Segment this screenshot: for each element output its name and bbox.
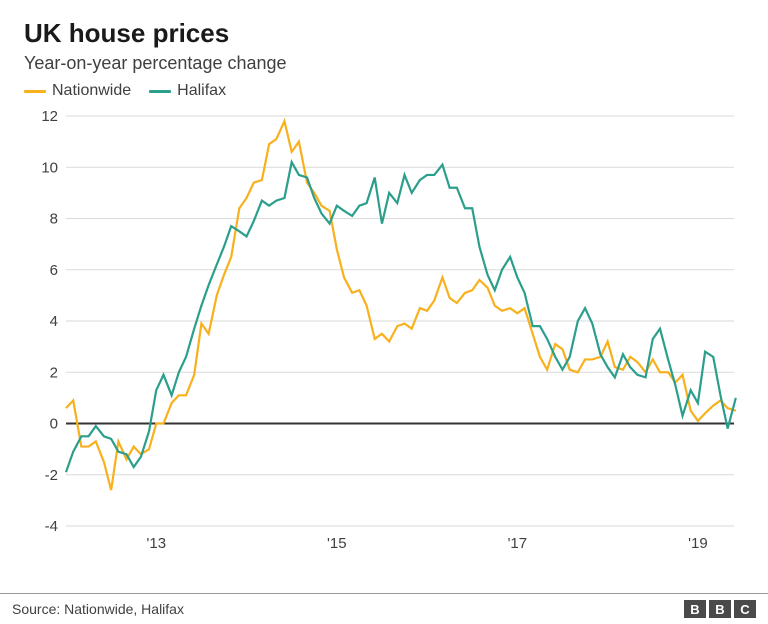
ytick-label: -4: [45, 518, 58, 535]
xtick-label: '13: [146, 535, 166, 552]
legend-swatch-nationwide: [24, 90, 46, 93]
legend-item-halifax: Halifax: [149, 82, 226, 100]
series-line-nationwide: [66, 121, 736, 490]
xtick-label: '17: [508, 535, 528, 552]
bbc-logo: BBC: [684, 600, 756, 618]
legend-swatch-halifax: [149, 90, 171, 93]
bbc-block: B: [684, 600, 706, 618]
xtick-label: '19: [688, 535, 708, 552]
chart-title: UK house prices: [24, 18, 744, 49]
ytick-label: -2: [45, 467, 58, 484]
ytick-label: 6: [50, 262, 58, 279]
ytick-label: 4: [50, 313, 58, 330]
plot-area: -4 -2 0 2 4 6 8 10 12 '13 '15 '17 '19: [24, 106, 744, 556]
ytick-label: 2: [50, 364, 58, 381]
legend-label-halifax: Halifax: [177, 82, 226, 100]
ytick-label: 10: [41, 159, 58, 176]
bbc-block: B: [709, 600, 731, 618]
chart-container: UK house prices Year-on-year percentage …: [0, 0, 768, 564]
ytick-label: 12: [41, 108, 58, 125]
chart-footer: Source: Nationwide, Halifax BBC: [0, 593, 768, 624]
bbc-block: C: [734, 600, 756, 618]
xtick-label: '15: [327, 535, 347, 552]
legend: Nationwide Halifax: [24, 82, 744, 100]
source-text: Source: Nationwide, Halifax: [12, 601, 184, 617]
ytick-label: 0: [50, 416, 58, 433]
series-line-halifax: [66, 162, 736, 472]
line-chart-svg: -4 -2 0 2 4 6 8 10 12 '13 '15 '17 '19: [24, 106, 744, 556]
ytick-label: 8: [50, 211, 58, 228]
legend-item-nationwide: Nationwide: [24, 82, 131, 100]
legend-label-nationwide: Nationwide: [52, 82, 131, 100]
chart-subtitle: Year-on-year percentage change: [24, 53, 744, 74]
